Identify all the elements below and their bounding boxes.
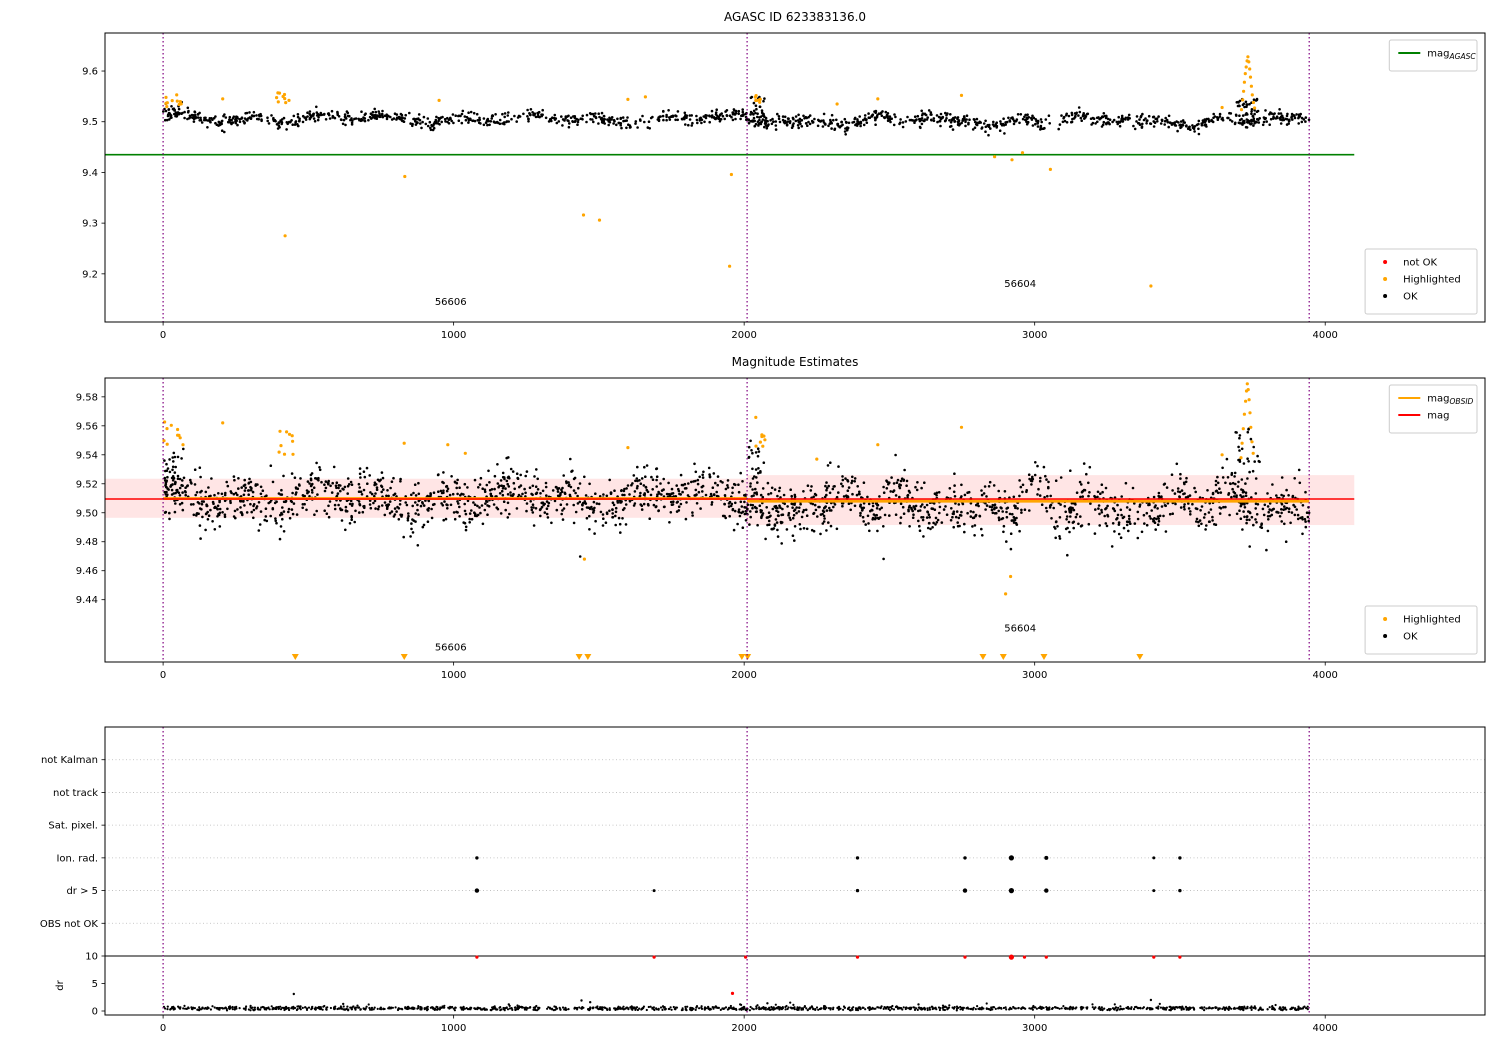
- x-tick-label: 0: [160, 670, 166, 681]
- y-tick-label: 9.44: [76, 595, 98, 606]
- x-tick-label: 2000: [731, 670, 756, 681]
- y-tick-label: 9.6: [82, 67, 98, 78]
- dr-tick-label: 0: [92, 1007, 98, 1018]
- y-tick-label: 9.52: [76, 479, 98, 490]
- x-tick-label: 2000: [731, 1023, 756, 1034]
- legend-dot-sample: [1383, 634, 1387, 638]
- y-tick-label: 9.48: [76, 537, 98, 548]
- legend-dot-sample: [1383, 617, 1387, 621]
- x-tick-label: 4000: [1312, 1023, 1337, 1034]
- plot-title: AGASC ID 623383136.0: [724, 10, 866, 24]
- obsid-label: 56604: [1004, 624, 1036, 635]
- flag-row-label: Ion. rad.: [56, 853, 98, 864]
- y-tick-label: 9.56: [76, 421, 98, 432]
- flag-row-label: OBS not OK: [40, 919, 99, 930]
- legend-label: OK: [1403, 632, 1418, 643]
- x-tick-label: 1000: [441, 330, 466, 341]
- dr-axis-label: dr: [55, 979, 66, 990]
- legend-label: not OK: [1403, 258, 1437, 269]
- legend-label: Highlighted: [1403, 615, 1461, 626]
- x-tick-label: 4000: [1312, 670, 1337, 681]
- dr-tick-label: 10: [85, 952, 98, 963]
- obsid-label: 56606: [435, 297, 467, 308]
- legend-label: OK: [1403, 292, 1418, 303]
- legend: Highlighted OK: [1365, 606, 1477, 654]
- obsid-label: 56604: [1004, 279, 1036, 290]
- legend-dot-sample: [1383, 294, 1387, 298]
- x-tick-label: 4000: [1312, 330, 1337, 341]
- legend-dot-sample: [1383, 260, 1387, 264]
- y-tick-label: 9.4: [82, 168, 98, 179]
- x-tick-label: 0: [160, 330, 166, 341]
- x-tick-label: 3000: [1022, 670, 1047, 681]
- x-tick-label: 3000: [1022, 330, 1047, 341]
- legend: magAGASC: [1389, 40, 1477, 71]
- obsid-label: 56606: [435, 642, 467, 653]
- dr-tick-label: 5: [92, 979, 98, 990]
- y-tick-label: 9.2: [82, 269, 98, 280]
- plot-title: Magnitude Estimates: [732, 355, 859, 369]
- x-tick-label: 0: [160, 1023, 166, 1034]
- y-tick-label: 9.50: [76, 508, 98, 519]
- x-tick-label: 1000: [441, 670, 466, 681]
- y-tick-label: 9.5: [82, 117, 98, 128]
- legend-dot-sample: [1383, 277, 1387, 281]
- y-tick-label: 9.58: [76, 392, 98, 403]
- y-tick-label: 9.46: [76, 566, 98, 577]
- flag-row-label: not track: [53, 788, 98, 799]
- legend-label: mag: [1427, 411, 1449, 422]
- flag-row-label: Sat. pixel.: [48, 821, 98, 832]
- x-tick-label: 3000: [1022, 1023, 1047, 1034]
- y-tick-label: 9.3: [82, 219, 98, 230]
- flag-row-label: dr > 5: [66, 886, 98, 897]
- x-tick-label: 2000: [731, 330, 756, 341]
- legend: not OK Highlighted OK: [1365, 249, 1477, 314]
- y-tick-label: 9.54: [76, 450, 98, 461]
- x-tick-label: 1000: [441, 1023, 466, 1034]
- legend-label: Highlighted: [1403, 275, 1461, 286]
- flag-row-label: not Kalman: [41, 755, 98, 766]
